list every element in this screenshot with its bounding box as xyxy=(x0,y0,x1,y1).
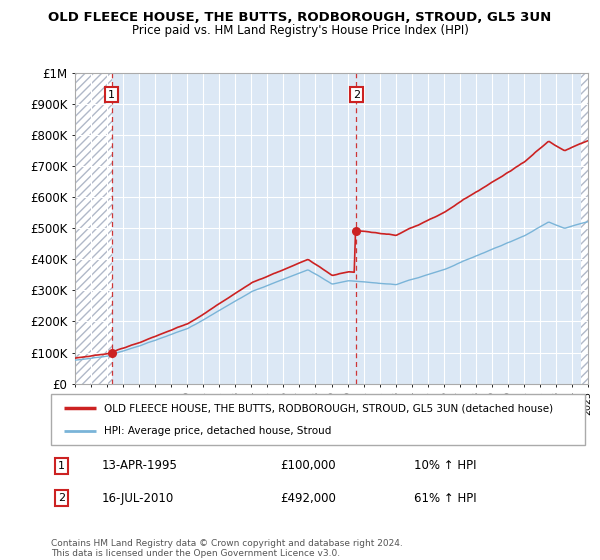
Text: 10% ↑ HPI: 10% ↑ HPI xyxy=(414,459,476,473)
Text: HPI: Average price, detached house, Stroud: HPI: Average price, detached house, Stro… xyxy=(104,426,332,436)
Text: 2: 2 xyxy=(58,493,65,503)
Text: £492,000: £492,000 xyxy=(281,492,337,505)
Text: Contains HM Land Registry data © Crown copyright and database right 2024.
This d: Contains HM Land Registry data © Crown c… xyxy=(51,539,403,558)
Bar xyxy=(581,73,588,384)
Text: 1: 1 xyxy=(58,461,65,471)
Text: 61% ↑ HPI: 61% ↑ HPI xyxy=(414,492,477,505)
Text: Price paid vs. HM Land Registry's House Price Index (HPI): Price paid vs. HM Land Registry's House … xyxy=(131,24,469,36)
FancyBboxPatch shape xyxy=(51,394,585,445)
Bar xyxy=(75,73,112,384)
Text: 1: 1 xyxy=(108,90,115,100)
Text: OLD FLEECE HOUSE, THE BUTTS, RODBOROUGH, STROUD, GL5 3UN (detached house): OLD FLEECE HOUSE, THE BUTTS, RODBOROUGH,… xyxy=(104,403,554,413)
Text: £100,000: £100,000 xyxy=(281,459,336,473)
Text: OLD FLEECE HOUSE, THE BUTTS, RODBOROUGH, STROUD, GL5 3UN: OLD FLEECE HOUSE, THE BUTTS, RODBOROUGH,… xyxy=(49,11,551,24)
Text: 16-JUL-2010: 16-JUL-2010 xyxy=(102,492,174,505)
Text: 2: 2 xyxy=(353,90,360,100)
Text: 13-APR-1995: 13-APR-1995 xyxy=(102,459,178,473)
